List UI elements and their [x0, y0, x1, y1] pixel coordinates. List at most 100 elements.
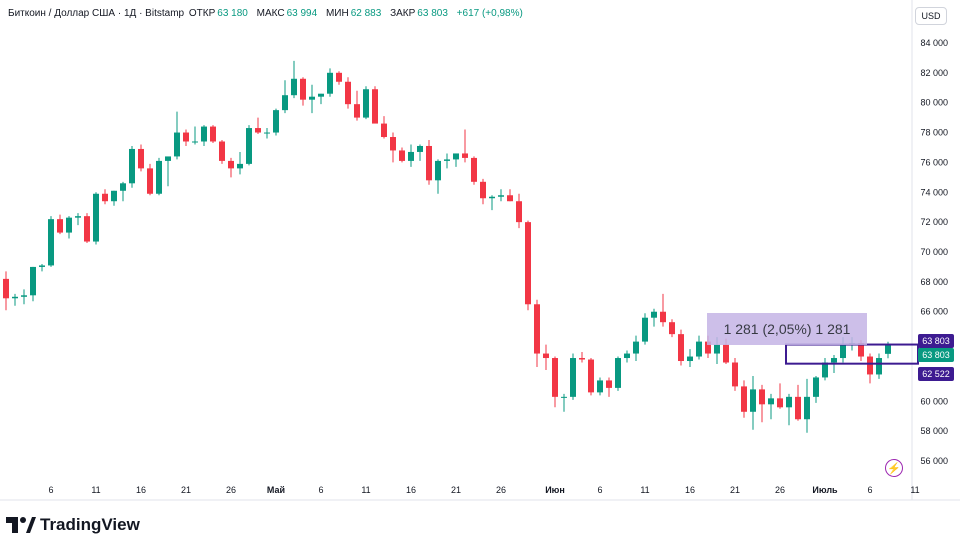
candle-body[interactable] [696, 341, 702, 357]
candle-body[interactable] [570, 358, 576, 397]
candle-body[interactable] [687, 356, 693, 362]
candle-body[interactable] [30, 266, 36, 296]
candle-body[interactable] [597, 380, 603, 393]
candle-body[interactable] [651, 311, 657, 318]
candle-body[interactable] [615, 358, 621, 388]
candle-body[interactable] [237, 163, 243, 169]
candle-body[interactable] [786, 396, 792, 408]
candle-body[interactable] [156, 160, 162, 194]
candle-body[interactable] [201, 126, 207, 142]
candle-body[interactable] [660, 311, 666, 323]
candle-body[interactable] [246, 128, 252, 164]
candle-body[interactable] [714, 344, 720, 354]
candle-body[interactable] [705, 341, 711, 354]
candle-body[interactable] [453, 153, 459, 160]
candle-body[interactable] [381, 123, 387, 138]
candle-body[interactable] [435, 160, 441, 181]
candle-body[interactable] [588, 359, 594, 393]
candle-body[interactable] [822, 362, 828, 378]
candle-body[interactable] [723, 344, 729, 363]
candle-body[interactable] [192, 141, 198, 143]
candle-body[interactable] [471, 157, 477, 182]
candle-body[interactable] [138, 148, 144, 169]
candle-body[interactable] [678, 334, 684, 362]
candle-body[interactable] [516, 201, 522, 223]
candle-body[interactable] [525, 222, 531, 305]
candle-body[interactable] [3, 278, 9, 299]
candle-body[interactable] [480, 181, 486, 199]
candle-body[interactable] [165, 156, 171, 161]
candle-body[interactable] [102, 193, 108, 202]
measure-label[interactable]: 1 281 (2,05%) 1 281 [707, 313, 867, 345]
candle-body[interactable] [345, 81, 351, 105]
candle-body[interactable] [363, 89, 369, 118]
candle-body[interactable] [552, 358, 558, 397]
candle-body[interactable] [426, 145, 432, 181]
candle-body[interactable] [48, 219, 54, 266]
candle-body[interactable] [336, 72, 342, 82]
candle-body[interactable] [66, 217, 72, 233]
tradingview-logo[interactable]: TradingView [6, 515, 140, 535]
candle-body[interactable] [498, 195, 504, 197]
candle-body[interactable] [462, 153, 468, 158]
candle-body[interactable] [282, 95, 288, 111]
candle-body[interactable] [624, 353, 630, 359]
candle-body[interactable] [93, 193, 99, 242]
candle-body[interactable] [255, 128, 261, 133]
candle-body[interactable] [795, 396, 801, 420]
candle-body[interactable] [759, 389, 765, 405]
candle-body[interactable] [831, 358, 837, 363]
candle-body[interactable] [867, 356, 873, 375]
candle-body[interactable] [885, 344, 891, 354]
candle-body[interactable] [534, 304, 540, 354]
candle-body[interactable] [561, 396, 567, 398]
candle-body[interactable] [507, 195, 513, 202]
candle-body[interactable] [327, 72, 333, 94]
candle-body[interactable] [372, 89, 378, 124]
candle-body[interactable] [606, 380, 612, 388]
candle-body[interactable] [741, 386, 747, 412]
candle-body[interactable] [57, 219, 63, 233]
candle-body[interactable] [876, 358, 882, 375]
currency-button[interactable]: USD [915, 7, 947, 25]
candle-body[interactable] [21, 295, 27, 297]
candle-body[interactable] [39, 265, 45, 267]
candle-body[interactable] [813, 377, 819, 397]
candle-body[interactable] [12, 296, 18, 299]
candle-body[interactable] [111, 190, 117, 202]
candle-body[interactable] [669, 322, 675, 335]
candle-body[interactable] [147, 168, 153, 194]
candle-body[interactable] [174, 132, 180, 157]
candle-body[interactable] [417, 145, 423, 152]
candle-body[interactable] [354, 104, 360, 118]
candle-body[interactable] [264, 132, 270, 134]
candle-body[interactable] [219, 141, 225, 161]
candle-body[interactable] [300, 78, 306, 100]
candle-body[interactable] [84, 216, 90, 242]
candle-body[interactable] [210, 126, 216, 142]
candle-body[interactable] [444, 159, 450, 161]
candle-body[interactable] [768, 398, 774, 405]
candle-body[interactable] [642, 317, 648, 342]
symbol-title[interactable]: Биткоин / Доллар США · 1Д · Bitstamp [8, 8, 185, 19]
candle-body[interactable] [318, 93, 324, 97]
candle-body[interactable] [183, 132, 189, 142]
candle-body[interactable] [390, 137, 396, 151]
candle-body[interactable] [273, 110, 279, 133]
candle-body[interactable] [633, 341, 639, 354]
candle-body[interactable] [777, 398, 783, 408]
candle-body[interactable] [309, 96, 315, 100]
candle-body[interactable] [408, 151, 414, 161]
lightning-icon[interactable]: ⚡ [885, 459, 903, 477]
candle-body[interactable] [750, 389, 756, 412]
candle-body[interactable] [858, 343, 864, 357]
candle-body[interactable] [129, 148, 135, 184]
candle-body[interactable] [579, 358, 585, 360]
candle-body[interactable] [291, 78, 297, 96]
candle-body[interactable] [75, 216, 81, 218]
candle-body[interactable] [228, 160, 234, 169]
candle-body[interactable] [489, 196, 495, 199]
candle-body[interactable] [399, 150, 405, 161]
